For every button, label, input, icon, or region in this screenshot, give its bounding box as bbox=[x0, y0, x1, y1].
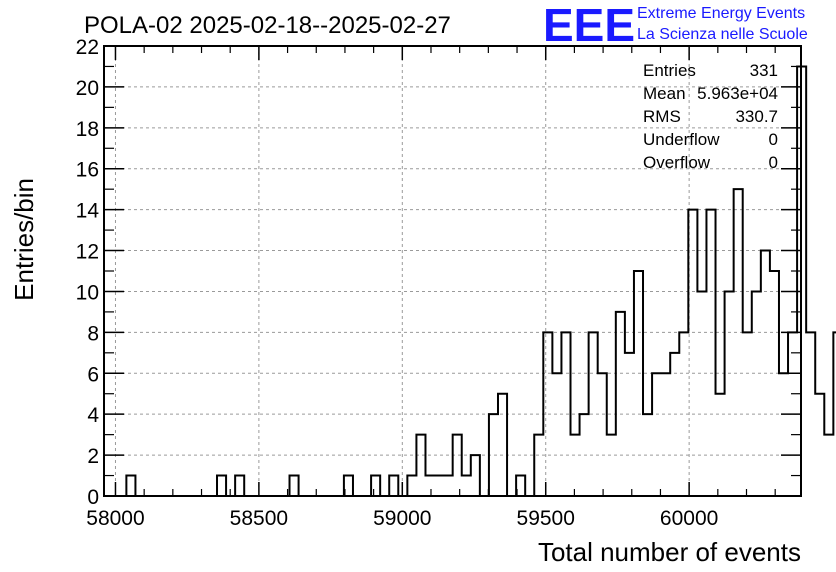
logo-line-2: La Scienza nelle Scuole bbox=[637, 26, 808, 43]
x-tick-label: 60000 bbox=[660, 507, 718, 530]
x-tick-labels: 58000 58500 59000 59500 60000 bbox=[86, 507, 718, 530]
stats-label: RMS bbox=[643, 107, 681, 126]
y-tick-label: 18 bbox=[76, 118, 99, 141]
chart-title: POLA-02 2025-02-18--2025-02-27 bbox=[84, 12, 451, 39]
stats-value: 330.7 bbox=[735, 107, 778, 126]
y-tick-label: 22 bbox=[76, 36, 99, 59]
stats-box: Entries 331 Mean 5.963e+04 RMS 330.7 Underflow… bbox=[643, 61, 778, 172]
axis-ticks bbox=[104, 45, 801, 497]
stats-label: Overflow bbox=[643, 153, 711, 172]
y-tick-label: 0 bbox=[87, 486, 99, 509]
y-axis-label: Entries/bin bbox=[9, 178, 39, 301]
y-tick-label: 14 bbox=[76, 200, 100, 223]
y-tick-label: 6 bbox=[87, 363, 99, 386]
y-tick-labels: 0 2 4 6 8 10 12 14 16 18 20 22 bbox=[76, 36, 100, 509]
stats-value: 0 bbox=[769, 130, 778, 149]
eee-logo: EEE Extreme Energy Events La Scienza nel… bbox=[543, 0, 808, 51]
y-tick-label: 4 bbox=[87, 404, 99, 427]
stats-value: 5.963e+04 bbox=[697, 84, 778, 103]
x-tick-label: 59500 bbox=[517, 507, 575, 530]
stats-label: Underflow bbox=[643, 130, 720, 149]
y-tick-label: 10 bbox=[76, 281, 99, 304]
y-tick-label: 12 bbox=[76, 241, 99, 264]
logo-line-1: Extreme Energy Events bbox=[637, 5, 805, 22]
y-tick-label: 16 bbox=[76, 159, 99, 182]
stats-value: 0 bbox=[769, 153, 778, 172]
stats-label: Mean bbox=[643, 84, 686, 103]
histogram-outline bbox=[125, 65, 836, 497]
y-tick-label: 20 bbox=[76, 77, 99, 100]
stats-value: 331 bbox=[750, 61, 778, 80]
eee-logo-mark: EEE bbox=[543, 0, 635, 51]
x-tick-label: 58500 bbox=[230, 507, 288, 530]
y-tick-label: 2 bbox=[87, 445, 99, 468]
y-tick-label: 8 bbox=[87, 322, 99, 345]
x-tick-label: 58000 bbox=[86, 507, 144, 530]
stats-label: Entries bbox=[643, 61, 696, 80]
x-axis-label: Total number of events bbox=[538, 537, 801, 567]
x-tick-label: 59000 bbox=[373, 507, 431, 530]
